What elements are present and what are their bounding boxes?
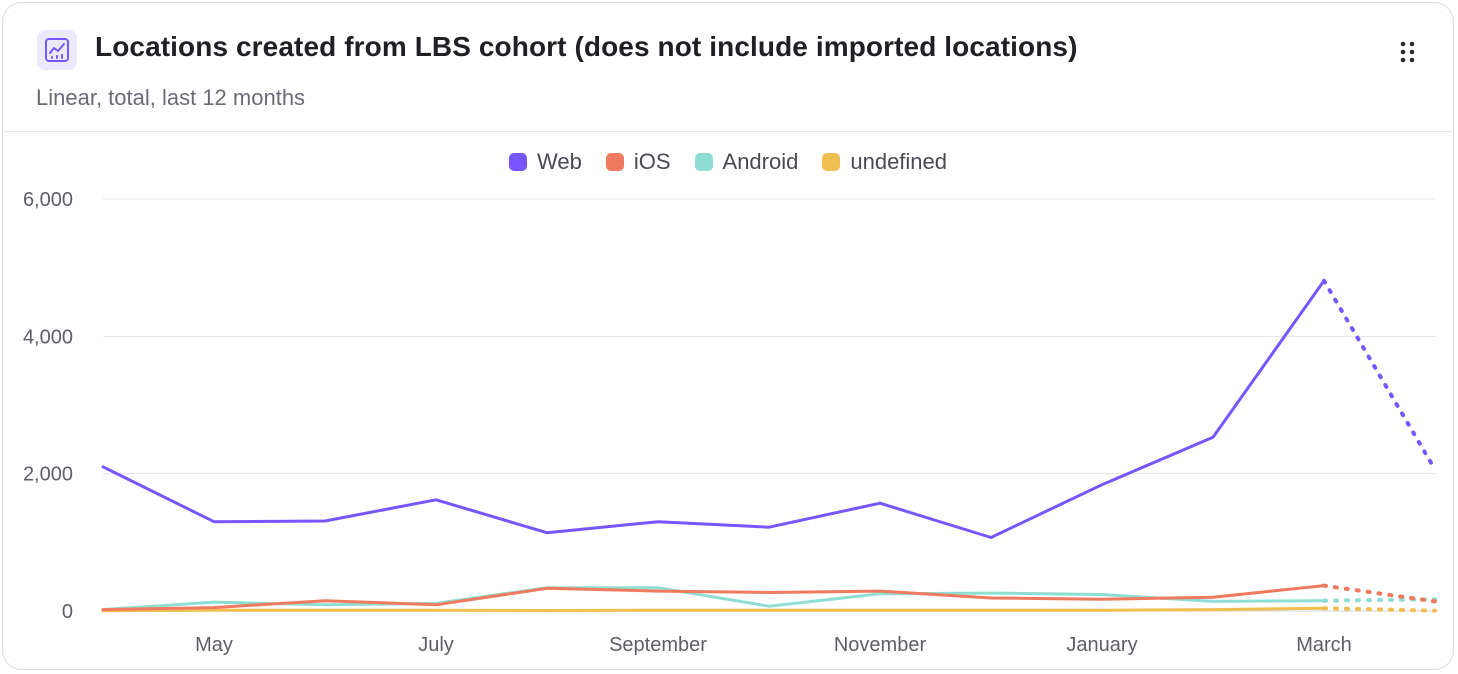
drag-handle-icon[interactable] xyxy=(1397,39,1419,65)
legend-item-web[interactable]: Web xyxy=(508,149,582,175)
x-tick-label: July xyxy=(418,634,454,656)
series-line-android xyxy=(101,586,1326,612)
legend-item-android[interactable]: Android xyxy=(694,149,799,175)
card-header: Locations created from LBS cohort (does … xyxy=(3,3,1453,132)
legend-swatch xyxy=(508,153,527,171)
legend-item-ios[interactable]: iOS xyxy=(605,149,671,175)
chart-legend: Web iOS Android undefined xyxy=(3,149,1453,175)
series-incomplete-ios xyxy=(1322,583,1437,604)
x-tick-label: March xyxy=(1296,634,1352,656)
legend-label: iOS xyxy=(633,149,671,174)
line-chart: 0 2,000 4,000 6,000 May July September November… xyxy=(23,189,1437,656)
series-incomplete-undefined xyxy=(1322,606,1437,613)
legend-label: undefined xyxy=(850,149,948,174)
legend-swatch xyxy=(694,153,713,171)
legend-swatch xyxy=(822,153,841,171)
legend-label: Android xyxy=(722,149,799,174)
y-tick-label: 2,000 xyxy=(23,464,73,486)
x-tick-label: November xyxy=(834,634,927,656)
line-chart-icon xyxy=(37,30,77,70)
y-tick-label: 4,000 xyxy=(23,326,73,348)
y-tick-label: 0 xyxy=(62,601,73,623)
x-tick-label: January xyxy=(1066,634,1137,656)
series-line-ios xyxy=(101,584,1326,612)
y-tick-label: 6,000 xyxy=(23,189,73,211)
legend-swatch xyxy=(605,153,624,171)
x-tick-label: September xyxy=(609,634,707,656)
chart-subtitle: Linear, total, last 12 months xyxy=(36,85,306,110)
series-line-web xyxy=(101,279,1326,539)
chart-title: Locations created from LBS cohort (does … xyxy=(95,31,1078,62)
series-incomplete-android xyxy=(1322,597,1437,603)
legend-label: Web xyxy=(536,149,582,174)
x-tick-label: May xyxy=(195,634,233,656)
series-line-undefined xyxy=(101,606,1326,613)
legend-item-undefined[interactable]: undefined xyxy=(822,149,947,175)
series-incomplete-web xyxy=(1322,278,1437,472)
